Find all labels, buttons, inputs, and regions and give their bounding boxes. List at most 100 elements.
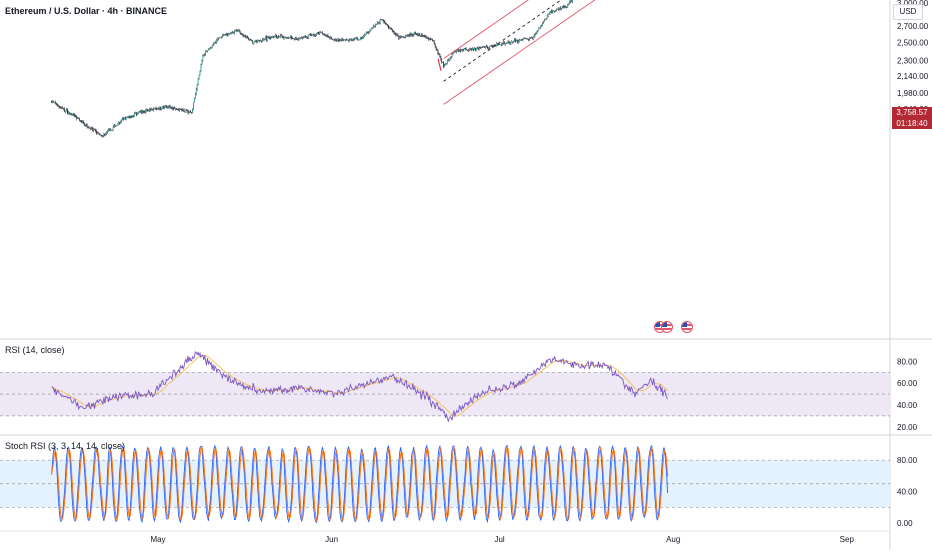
candle-body bbox=[123, 118, 124, 120]
candle-body bbox=[120, 121, 122, 124]
candle-body bbox=[481, 47, 483, 48]
candle-body bbox=[80, 120, 81, 122]
candle-body bbox=[82, 121, 83, 123]
candle-body bbox=[194, 98, 195, 103]
candle-body bbox=[113, 125, 115, 127]
candle-body bbox=[273, 35, 275, 38]
candle-body bbox=[375, 24, 376, 27]
candle-body bbox=[70, 113, 72, 115]
candle-body bbox=[63, 108, 65, 110]
candle-body bbox=[464, 48, 466, 49]
candle-body bbox=[407, 35, 409, 37]
candle-body bbox=[234, 30, 235, 33]
candle-body bbox=[278, 36, 279, 38]
candle-body bbox=[75, 116, 77, 118]
candle-body bbox=[79, 118, 80, 121]
candle-body bbox=[376, 22, 378, 25]
candle-body bbox=[99, 133, 101, 135]
candle-body bbox=[410, 33, 412, 35]
candle-body bbox=[241, 34, 243, 35]
stoch-tick-label: 40.00 bbox=[897, 488, 918, 497]
price-axis[interactable]: 1,710.001,840.001,980.002,140.002,300.00… bbox=[897, 0, 929, 528]
candle-body bbox=[265, 36, 267, 41]
candle-body bbox=[289, 37, 290, 38]
candle-body bbox=[100, 134, 102, 136]
candle-body bbox=[477, 47, 479, 50]
candle-body bbox=[457, 50, 458, 51]
candle-body bbox=[527, 39, 528, 40]
candle-body bbox=[316, 33, 318, 36]
candle-body bbox=[284, 37, 286, 38]
candle-body bbox=[272, 35, 274, 38]
candle-body bbox=[66, 109, 67, 111]
candle-body bbox=[449, 58, 451, 60]
candle-body bbox=[531, 37, 533, 39]
candle-body bbox=[263, 39, 264, 40]
candle-body bbox=[561, 6, 563, 9]
time-axis[interactable]: May Jun Jul Aug Sep bbox=[150, 535, 854, 544]
candle-body bbox=[195, 89, 197, 95]
rsi-title[interactable]: RSI (14, close) bbox=[5, 345, 65, 355]
candle-body bbox=[386, 23, 388, 25]
candle-body bbox=[194, 94, 196, 99]
candle-body bbox=[142, 110, 144, 113]
candle-body bbox=[232, 32, 234, 34]
candle-body bbox=[488, 45, 490, 48]
candle-body bbox=[206, 51, 207, 52]
candle-body bbox=[68, 112, 69, 115]
candle-body bbox=[518, 40, 520, 42]
candle-body bbox=[394, 33, 396, 34]
candle-body bbox=[122, 118, 123, 121]
candle-body bbox=[204, 54, 206, 56]
candle-body bbox=[475, 48, 477, 51]
candle-body bbox=[244, 35, 246, 37]
candle-body bbox=[317, 32, 318, 34]
candle-body bbox=[176, 109, 178, 110]
currency-selector[interactable]: USD bbox=[893, 4, 923, 20]
candle-body bbox=[443, 62, 444, 67]
candle-body bbox=[509, 42, 511, 45]
candle-body bbox=[177, 109, 178, 110]
candle-body bbox=[446, 61, 448, 64]
candle-body bbox=[489, 45, 491, 47]
candle-body bbox=[125, 117, 127, 119]
candle-body bbox=[502, 42, 504, 43]
symbol-title: Ethereum / U.S. Dollar · 4h · BINANCE bbox=[5, 6, 168, 16]
candle-body bbox=[207, 50, 208, 52]
us-flag-event-icon[interactable] bbox=[661, 321, 673, 333]
candle-body bbox=[106, 132, 108, 135]
us-flag-event-icon[interactable] bbox=[681, 321, 693, 333]
candle-body bbox=[560, 8, 562, 10]
candle-body bbox=[546, 15, 548, 19]
candle-body bbox=[78, 118, 80, 119]
candle-body bbox=[180, 109, 181, 110]
candle-body bbox=[446, 63, 447, 65]
candle-body bbox=[334, 39, 335, 40]
candle-body bbox=[222, 35, 224, 37]
candle-body bbox=[156, 108, 158, 110]
stoch-rsi-title[interactable]: Stoch RSI (3, 3, 14, 14, close) bbox=[5, 441, 126, 451]
candle-body bbox=[152, 108, 154, 110]
candle-body bbox=[474, 48, 475, 51]
candle-body bbox=[77, 118, 79, 119]
candle-body bbox=[520, 39, 522, 41]
candle-body bbox=[169, 105, 171, 108]
candle-body bbox=[348, 39, 350, 41]
candle-body bbox=[296, 39, 298, 40]
candle-body bbox=[294, 38, 296, 40]
candle-body bbox=[59, 106, 61, 108]
candle-body bbox=[554, 10, 556, 12]
candle-body bbox=[261, 40, 262, 42]
trend-channel[interactable] bbox=[437, 0, 712, 105]
candle-body bbox=[168, 105, 170, 108]
candle-body bbox=[454, 51, 456, 53]
candle-body bbox=[430, 38, 431, 40]
candle-body bbox=[111, 129, 113, 131]
candle-body bbox=[299, 38, 301, 39]
candle-body bbox=[337, 39, 339, 41]
candle-body bbox=[71, 114, 73, 116]
candle-body bbox=[82, 121, 84, 123]
candle-body bbox=[303, 36, 304, 39]
